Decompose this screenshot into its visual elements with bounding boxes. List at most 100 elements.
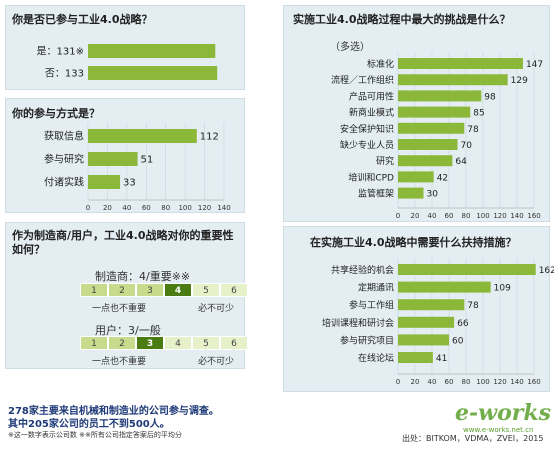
scale-m-cell-2: 2: [108, 283, 136, 297]
bar-3-3: [398, 316, 455, 328]
challenges-title: 实施工业4.0战略过程中最大的挑战是什么？: [293, 13, 511, 26]
tick-label-3-4: 80: [462, 378, 471, 386]
category-label-1-1: 参与研究: [44, 153, 84, 166]
bar-3-0: [398, 264, 536, 275]
value-label-3-0: 162: [539, 266, 554, 276]
category-label-1-2: 付诸实践: [44, 176, 84, 189]
value-label-2-8: 30: [427, 190, 439, 200]
bar-3-1: [398, 281, 491, 293]
scale-m-cell-1: 1: [80, 283, 108, 297]
value-label-2-1: 129: [511, 76, 528, 86]
tick-label-2-2: 40: [428, 212, 437, 220]
bar-1-0: [88, 129, 197, 143]
category-label-3-3: 培训课程和研讨会: [322, 317, 394, 329]
bar-2-7: [398, 171, 434, 183]
bar-2-3: [398, 106, 471, 118]
category-label-2-0: 标准化: [367, 58, 394, 70]
value-label-1-0: 112: [200, 132, 219, 143]
tick-label-3-0: 0: [396, 378, 400, 386]
tick-label-2-3: 60: [445, 212, 454, 220]
e-works-logo: e-works www.e-works.net.cn: [455, 400, 551, 434]
tick-label-1-1: 20: [103, 204, 112, 212]
manufacturer-label: 制造商：4/重要※※: [95, 270, 191, 283]
importance-title: 作为制造商/用户，工业4.0战略对你的重要性如何？: [12, 229, 234, 256]
tick-label-1-2: 40: [122, 204, 131, 212]
e-works-logo-text: e-works: [455, 400, 551, 426]
bar-1-1: [88, 152, 138, 166]
scale-u-cell-4: 4: [164, 336, 192, 350]
tick-label-1-6: 120: [198, 204, 211, 212]
value-label-2-5: 70: [461, 141, 473, 151]
scale-m-cell-3: 3: [136, 283, 164, 297]
category-label-0-1: 否：133: [45, 68, 84, 80]
tick-label-3-7: 140: [510, 378, 523, 386]
tick-label-1-7: 140: [217, 204, 230, 212]
scale-u-cell-1: 1: [80, 336, 108, 350]
tick-label-3-3: 60: [445, 378, 454, 386]
category-label-2-1: 流程／工作组织: [331, 74, 394, 86]
value-label-3-2: 78: [467, 301, 479, 311]
bar-3-5: [398, 352, 433, 363]
value-label-3-3: 66: [457, 319, 469, 329]
tick-label-3-5: 100: [476, 378, 489, 386]
category-label-2-5: 缺少专业人员: [340, 139, 394, 151]
category-label-3-4: 参与研究项目: [340, 334, 394, 346]
value-label-2-3: 85: [473, 109, 484, 119]
value-label-2-2: 98: [484, 92, 496, 102]
scale-u-cell-3: 3: [136, 336, 164, 350]
value-label-2-7: 42: [437, 173, 448, 183]
method-title: 你的参与方式是？: [12, 107, 100, 120]
category-label-2-7: 培训和CPD: [348, 171, 394, 183]
user-label: 用户：3/一般: [95, 324, 161, 337]
tick-label-2-0: 0: [396, 212, 400, 220]
footer-line2: 其中205家公司的员工不到500人。: [8, 419, 170, 430]
user-low-label: 一点也不重要: [92, 357, 147, 367]
category-label-2-6: 研究: [376, 155, 394, 167]
tick-label-1-0: 0: [86, 204, 90, 212]
value-label-2-4: 78: [467, 125, 479, 135]
scale-u-cell-5: 5: [192, 336, 220, 350]
support-title: 在实施工业4.0战略中需要什么扶持措施？: [310, 236, 517, 249]
bar-2-6: [398, 155, 453, 167]
bar-2-1: [398, 74, 508, 86]
category-label-3-1: 定期通讯: [358, 282, 394, 294]
tick-label-3-2: 40: [428, 378, 437, 386]
category-label-2-3: 新商业模式: [349, 107, 394, 119]
value-label-1-1: 51: [141, 155, 154, 166]
category-label-2-8: 监管框架: [358, 188, 394, 200]
tick-label-1-4: 80: [161, 204, 170, 212]
value-label-3-5: 41: [436, 354, 447, 364]
manufacturer-low-label: 一点也不重要: [92, 304, 147, 314]
tick-label-2-4: 80: [462, 212, 471, 220]
tick-label-1-5: 100: [178, 204, 191, 212]
e-works-logo-url: www.e-works.net.cn: [463, 426, 534, 434]
tick-label-2-6: 120: [493, 212, 506, 220]
category-label-1-0: 获取信息: [44, 130, 84, 143]
value-label-1-2: 33: [123, 178, 136, 189]
footer-source: 出处：BITKOM，VDMA，ZVEI，2015: [402, 434, 544, 443]
tick-label-2-8: 160: [527, 212, 540, 220]
bar-2-0: [398, 58, 523, 69]
tick-label-2-5: 100: [476, 212, 489, 220]
tick-label-2-7: 140: [510, 212, 523, 220]
category-label-3-5: 在线论坛: [358, 352, 394, 364]
category-label-0-0: 是：131※: [37, 46, 84, 58]
bar-2-8: [398, 187, 424, 199]
panel-method: [5, 98, 245, 213]
value-label-2-0: 147: [526, 60, 543, 70]
bar-0-0: [88, 44, 216, 58]
bar-1-2: [88, 175, 121, 189]
user-high-label: 必不可少: [198, 357, 235, 367]
tick-label-3-8: 160: [527, 378, 540, 386]
footer-line1: 278家主要来自机械和制造业的公司参与调查。: [8, 406, 219, 417]
bar-3-4: [398, 334, 449, 346]
bar-3-2: [398, 299, 465, 311]
category-label-2-2: 产品可用性: [349, 90, 394, 102]
footer-note: ※这一数字表示公司数 ※※所有公司指定答案后的平均分: [8, 431, 182, 439]
scale-m-cell-5: 5: [192, 283, 220, 297]
bar-2-4: [398, 122, 465, 134]
